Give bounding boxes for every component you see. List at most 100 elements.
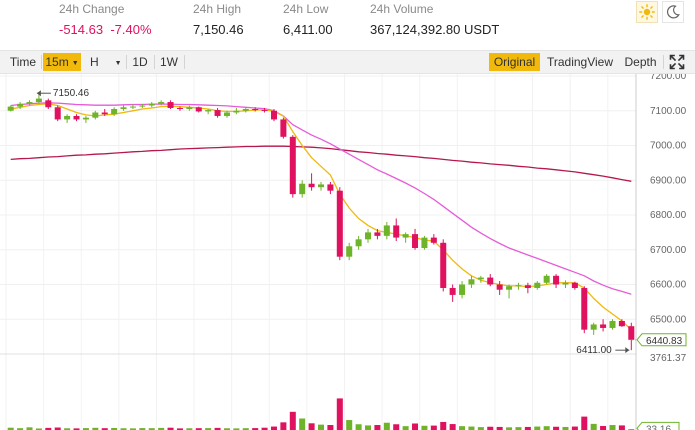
price-tick-label: 6700.00 xyxy=(650,245,687,256)
interval-15m-dropdown[interactable]: 15m ▼ xyxy=(43,53,81,71)
stat-label: 24h High xyxy=(193,2,242,16)
candle-body xyxy=(308,183,315,188)
price-tick-label: 6800.00 xyxy=(650,210,687,221)
stat-value: -514.63 -7.40% xyxy=(59,22,152,37)
low-price-label: 6411.00 xyxy=(576,345,612,356)
volume-bar xyxy=(412,423,419,430)
candle-body xyxy=(524,285,531,288)
candle-body xyxy=(111,109,118,115)
price-tick-label: 6600.00 xyxy=(650,280,687,291)
high-marker-arrowhead xyxy=(36,90,41,97)
candle-body xyxy=(543,275,550,283)
candle-body xyxy=(365,232,372,240)
candle-body xyxy=(506,286,513,290)
candle-body xyxy=(35,98,42,103)
expand-icon xyxy=(669,54,685,70)
divider xyxy=(41,55,42,69)
volume-bar xyxy=(7,427,14,430)
low-marker-arrowhead xyxy=(625,347,630,354)
original-view-button[interactable]: Original xyxy=(489,53,540,71)
volume-bar xyxy=(581,416,588,430)
interval-hour-dropdown[interactable]: H ▼ xyxy=(84,53,124,71)
candlestick-chart[interactable]: 7200.00 7100.00 7000.00 6900.00 6800.00 6700.… xyxy=(0,74,695,430)
ticker-stats: 24h Change -514.63 -7.40% 24h High 7,150… xyxy=(0,0,695,46)
candle-body xyxy=(449,287,456,295)
volume-bar xyxy=(111,427,118,430)
volume-bar xyxy=(129,428,136,430)
stat-24h-change: 24h Change -514.63 -7.40% xyxy=(59,2,152,38)
fullscreen-button[interactable] xyxy=(666,53,688,71)
caret-down-icon: ▼ xyxy=(71,60,79,67)
price-tick-label: 7000.00 xyxy=(650,141,687,152)
volume-bar xyxy=(308,423,315,430)
volume-bar xyxy=(242,428,249,430)
tradingview-button[interactable]: TradingView xyxy=(546,55,614,69)
candle-body xyxy=(17,103,24,107)
divider xyxy=(154,55,155,69)
caret-down-icon: ▼ xyxy=(114,60,122,67)
volume-bar xyxy=(506,427,513,430)
moon-icon xyxy=(666,5,680,19)
candle-body xyxy=(299,183,306,195)
time-label: Time xyxy=(9,55,37,69)
stat-label: 24h Change xyxy=(59,2,125,16)
candle-body xyxy=(581,287,588,330)
price-tick-label: 7200.00 xyxy=(650,74,687,82)
divider xyxy=(184,55,185,69)
candle-body xyxy=(402,234,409,238)
candle-body xyxy=(571,282,578,288)
price-tick-label: 6500.00 xyxy=(650,314,687,325)
volume-bar xyxy=(496,426,503,430)
stat-label: 24h Volume xyxy=(370,2,434,16)
volume-bar xyxy=(158,427,165,430)
volume-bar xyxy=(167,427,174,430)
volume-bar xyxy=(73,428,80,430)
candle-body xyxy=(101,112,108,115)
volume-bar xyxy=(92,427,99,430)
candle-body xyxy=(374,232,381,236)
candle-body xyxy=(430,237,437,243)
depth-button[interactable]: Depth xyxy=(624,55,657,69)
volume-bar xyxy=(562,426,569,430)
volume-bar xyxy=(214,427,221,430)
candle-body xyxy=(618,320,625,327)
candle-body xyxy=(609,320,616,328)
volume-bar xyxy=(336,398,343,430)
volume-bar xyxy=(534,426,541,430)
divider xyxy=(126,55,127,69)
volume-bar xyxy=(543,426,550,430)
candle-body xyxy=(590,324,597,330)
volume-bar xyxy=(402,426,409,430)
volume-bar xyxy=(280,422,287,430)
ma-mid-line xyxy=(10,102,632,295)
light-theme-button[interactable] xyxy=(636,1,658,23)
volume-bar xyxy=(327,425,334,430)
stat-value: 6,411.00 xyxy=(283,22,333,37)
volume-bar xyxy=(205,428,212,430)
volume-bar xyxy=(17,428,24,430)
volume-bar xyxy=(477,427,484,430)
interval-1d-button[interactable]: 1D xyxy=(132,55,148,69)
dark-theme-button[interactable] xyxy=(662,1,684,23)
volume-bar xyxy=(82,428,89,430)
volume-bar xyxy=(252,428,259,430)
volume-bar xyxy=(176,428,183,430)
volume-bar xyxy=(459,426,466,430)
sun-icon xyxy=(639,4,655,20)
volume-bar xyxy=(365,425,372,430)
volume-bar xyxy=(148,428,155,430)
volume-bar xyxy=(421,425,428,430)
volume-bar xyxy=(195,428,202,430)
volume-bar xyxy=(261,427,268,430)
volume-bar xyxy=(618,425,625,430)
interval-1w-button[interactable]: 1W xyxy=(160,55,178,69)
volume-bar xyxy=(553,426,560,430)
volume-bar xyxy=(139,428,146,430)
candle-body xyxy=(7,106,14,111)
volume-bar xyxy=(346,420,353,430)
candle-body xyxy=(252,109,259,111)
stat-24h-high: 24h High 7,150.46 xyxy=(193,2,244,38)
ma-short-line xyxy=(10,103,632,331)
stat-24h-volume: 24h Volume 367,124,392.80 USDT xyxy=(370,2,499,38)
candle-body xyxy=(214,110,221,116)
